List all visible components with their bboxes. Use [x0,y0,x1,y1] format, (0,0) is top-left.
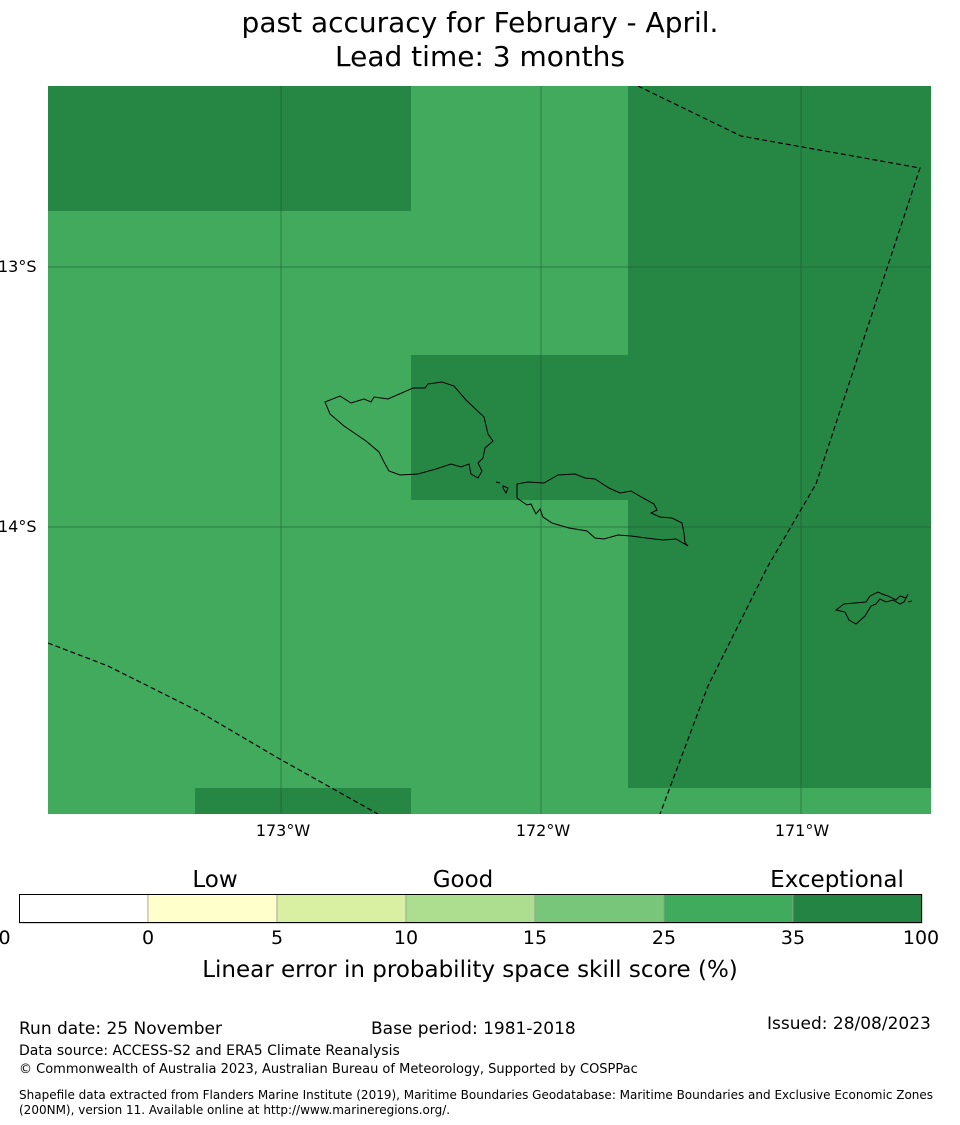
eez-boundary-east [637,86,921,814]
colorbar-cell-2 [276,894,407,924]
lat-label-13s: 13°S [0,257,37,276]
lat-label-14s: 14°S [0,517,37,536]
eez-boundary-south [48,642,379,814]
islands [324,381,913,625]
cb-tick-0: 0 [141,927,155,949]
base-period: Base period: 1981-2018 [371,1019,576,1039]
cb-tick-10: 10 [393,927,419,949]
colorbar-label: Linear error in probability space skill … [202,957,738,983]
category-low: Low [192,867,238,893]
colorbar-cell-6 [792,894,923,924]
cb-tick--100: -100 [0,927,11,949]
colorbar-cell-3 [405,894,536,924]
savaii-island [324,381,494,479]
eez-boundaries [48,86,921,814]
colorbar-cell-1 [147,894,278,924]
cb-tick-35: 35 [780,927,806,949]
cb-tick-5: 5 [270,927,284,949]
colorbar-cell-0 [19,894,149,924]
category-exceptional: Exceptional [770,867,904,893]
category-good: Good [432,867,494,893]
map-title-line-3: Lead time: 3 months [335,40,625,73]
colorbar-outline [19,894,922,923]
shapefile-credit-line-1: Shapefile data extracted from Flanders M… [19,1088,934,1102]
small-islets [495,481,509,495]
lon-label-172w: 172°W [515,821,571,840]
colorbar [19,894,923,924]
cb-tick-100: 100 [902,927,940,949]
cb-tick-15: 15 [522,927,548,949]
shapefile-credit-line-2: (200NM), version 11. Available online at… [19,1103,451,1117]
cell-exceptional-south [195,788,411,814]
gridlines [48,86,931,814]
cell-exceptional-east [628,86,931,788]
map-title-line-2: past accuracy for February - April. [241,6,719,39]
cell-exceptional-nw [48,86,411,211]
lon-label-171w: 171°W [774,821,830,840]
upolu-island [516,473,689,547]
aunuu-islet [907,600,913,603]
colorbar-cell-5 [663,894,794,924]
cell-exceptional-center [411,355,628,500]
tutuila-island [834,591,909,625]
issued-date: Issued: 28/08/2023 [767,1014,931,1034]
run-date: Run date: 25 November [19,1019,222,1039]
data-source: Data source: ACCESS-S2 and ERA5 Climate … [19,1043,400,1059]
colorbar-cell-4 [534,894,665,924]
skill-map [48,86,931,814]
lon-label-173w: 173°W [255,821,311,840]
copyright: © Commonwealth of Australia 2023, Austra… [19,1062,638,1077]
cb-tick-25: 25 [651,927,677,949]
